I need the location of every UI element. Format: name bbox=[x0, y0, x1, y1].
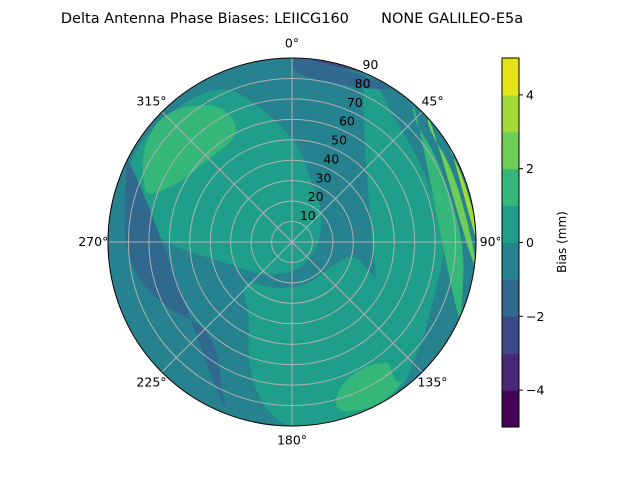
colorbar-tick-label: −4 bbox=[526, 383, 544, 398]
theta-tick-label: 0° bbox=[285, 35, 299, 50]
contour-region bbox=[292, 59, 392, 90]
theta-tick-label: 45° bbox=[421, 93, 443, 108]
theta-gridline bbox=[291, 241, 423, 373]
r-tick-label: 20 bbox=[308, 189, 324, 204]
colorbar-band bbox=[502, 131, 519, 170]
colorbar-tick-label: 4 bbox=[526, 87, 534, 102]
colorbar-band bbox=[502, 279, 519, 317]
theta-gridline bbox=[161, 241, 293, 373]
contour-region bbox=[427, 118, 476, 266]
colorbar-tick-label: 2 bbox=[526, 161, 534, 176]
r-tick-labels: 10 20 30 40 50 60 70 80 90 bbox=[300, 57, 379, 223]
colorbar-band bbox=[502, 168, 519, 207]
colorbar: −4 −2 0 2 4 bbox=[500, 56, 544, 429]
r-tick-label: 40 bbox=[323, 151, 339, 166]
r-tick-label: 10 bbox=[300, 208, 316, 223]
contour-region bbox=[447, 138, 476, 249]
theta-tick-label: 225° bbox=[136, 375, 166, 390]
theta-gridline bbox=[161, 111, 293, 243]
r-tick-label: 70 bbox=[347, 95, 363, 110]
colorbar-band bbox=[502, 316, 519, 354]
r-tick-label: 90 bbox=[362, 57, 378, 72]
r-tick-label: 80 bbox=[355, 76, 371, 91]
colorbar-band bbox=[502, 58, 519, 96]
polar-grid bbox=[107, 57, 477, 427]
contour-region bbox=[142, 105, 236, 194]
theta-tick-labels: 0° 45° 90° 135° 180° 225° 270° 315° bbox=[78, 35, 502, 447]
colorbar-band bbox=[502, 94, 519, 133]
colorbar-tick-label: 0 bbox=[526, 235, 534, 250]
colorbar-band bbox=[502, 242, 519, 280]
theta-tick-label: 315° bbox=[136, 93, 166, 108]
r-tick-label: 60 bbox=[339, 114, 355, 129]
theta-tick-label: 90° bbox=[480, 234, 502, 249]
colorbar-band bbox=[502, 390, 519, 428]
contour-region bbox=[412, 106, 464, 319]
theta-tick-label: 135° bbox=[417, 375, 447, 390]
theta-gridline bbox=[291, 111, 423, 243]
theta-tick-label: 180° bbox=[277, 433, 307, 448]
chart-title: Delta Antenna Phase Biases: LEIICG160 NO… bbox=[61, 11, 523, 27]
polar-frame bbox=[107, 57, 477, 427]
contour-region bbox=[363, 75, 444, 383]
colorbar-tick-label: −2 bbox=[526, 309, 544, 324]
colorbar-band bbox=[502, 353, 519, 391]
colorbar-band bbox=[502, 205, 519, 243]
theta-tick-label: 270° bbox=[78, 234, 108, 249]
r-tick-label: 50 bbox=[331, 133, 347, 148]
colorbar-label: Bias (mm) bbox=[555, 211, 569, 273]
r-tick-label: 30 bbox=[316, 170, 332, 185]
